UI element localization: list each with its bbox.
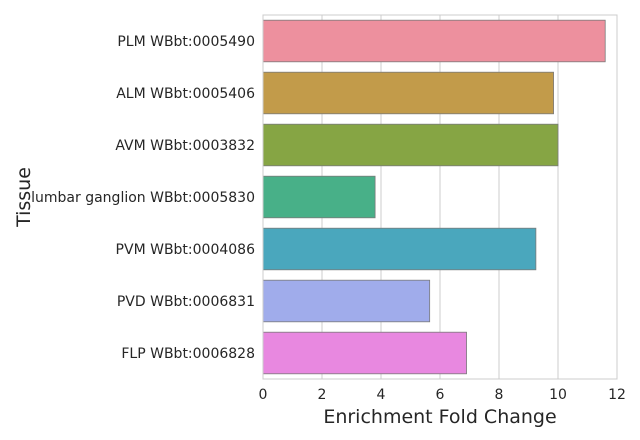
bar (262, 19, 606, 63)
y-tick-labels: PLM WBbt:0005490 ALM WBbt:0005406 AVM WBbt… (31, 34, 255, 362)
bar (262, 123, 559, 167)
bar (262, 279, 431, 323)
y-tick-label: PVM WBbt:0004086 (116, 242, 256, 258)
bar (262, 175, 376, 219)
y-tick-label: ALM WBbt:0005406 (116, 86, 255, 102)
x-tick-label: 10 (549, 387, 567, 403)
x-tick-label: 0 (259, 387, 268, 403)
x-axis-title: Enrichment Fold Change (323, 406, 556, 428)
y-axis-title: Tissue (13, 167, 35, 228)
bar (262, 227, 537, 271)
bars (262, 19, 606, 375)
y-tick-label: AVM WBbt:0003832 (115, 138, 255, 154)
y-tick-label: lumbar ganglion WBbt:0005830 (31, 190, 255, 206)
x-tick-label: 12 (608, 387, 626, 403)
y-tick-label: PLM WBbt:0005490 (117, 34, 255, 50)
x-tick-labels: 0 2 4 6 8 10 12 (259, 387, 626, 403)
x-tick-label: 2 (318, 387, 327, 403)
x-tick-label: 8 (495, 387, 504, 403)
x-tick-label: 6 (436, 387, 445, 403)
y-tick-label: FLP WBbt:0006828 (121, 346, 255, 362)
plot-frame (262, 14, 618, 380)
bar (262, 331, 467, 375)
y-tick-label: PVD WBbt:0006831 (117, 294, 255, 310)
bar (262, 71, 554, 115)
x-tick-label: 4 (377, 387, 386, 403)
